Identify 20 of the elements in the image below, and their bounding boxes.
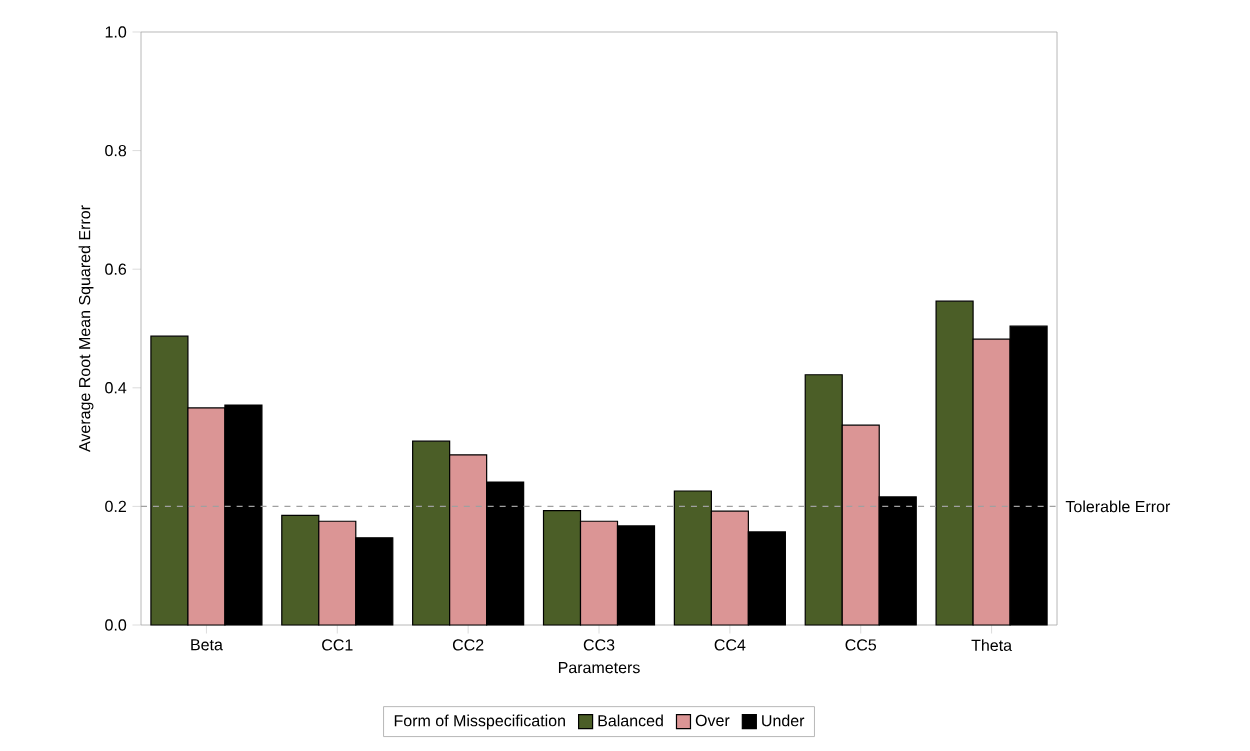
x-tick-label: CC3 [583,639,615,651]
x-tick-label: CC5 [845,639,877,651]
y-tick-label: 0.0 [105,619,127,631]
legend-label: Balanced [598,714,663,727]
y-tick-label: 0.2 [105,500,126,513]
ref-line-label: Tolerable Error [1065,500,1171,513]
y-tick-label: 0.8 [105,144,127,157]
legend-label: Under [762,714,805,727]
legend-title: Form of Misspecification [394,714,565,730]
y-axis-title: Average Root Mean Squared Error [78,205,94,452]
x-tick-label: CC2 [452,639,484,651]
y-tick-label: 1.0 [105,26,127,38]
x-axis-title: Parameters [558,662,640,674]
x-tick-label: CC4 [714,639,746,651]
y-tick-label: 0.6 [105,263,127,275]
x-tick-label: CC1 [322,639,353,651]
x-tick-label: Theta [971,639,1013,651]
legend-label: Over [695,714,730,727]
y-tick-label: 0.4 [105,382,127,394]
x-tick-label: Beta [191,639,223,651]
